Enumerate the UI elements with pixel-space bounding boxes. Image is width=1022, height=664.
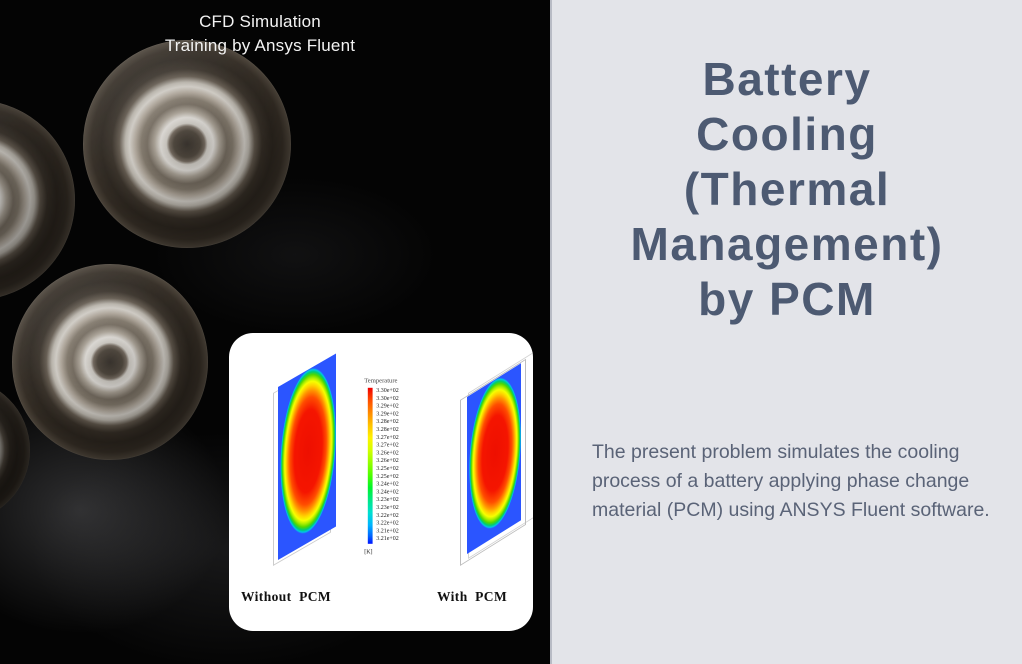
page-title-line: Management): [630, 218, 944, 270]
legend-tick-label: 3.29e+02: [376, 402, 399, 410]
temperature-legend: Temperature 3.30e+02 3.30e+02 3.29e+02 3.29…: [363, 377, 435, 555]
legend-tick-label: 3.28e+02: [376, 426, 399, 433]
info-panel: Battery Cooling (Thermal Management) by PCM …: [550, 0, 1022, 664]
description-line: process of a battery applying phase chan…: [592, 470, 970, 492]
legend-title: Temperature: [364, 377, 398, 385]
legend-tick-label: 3.27e+02: [376, 441, 399, 449]
description-text: The present problem simulates the coolin…: [592, 438, 990, 525]
contour-plot-without-pcm: [278, 353, 336, 560]
description-line: material (PCM) using ANSYS Fluent softwa…: [592, 499, 990, 521]
page-title-line: Battery: [702, 53, 872, 105]
legend-tick-label: 3.22e+02: [376, 512, 399, 519]
legend-tick-label: 3.25e+02: [376, 465, 399, 472]
training-caption: CFD Simulation Training by Ansys Fluent: [140, 10, 380, 58]
battery-top-photo: [83, 40, 291, 248]
legend-tick-label: 3.24e+02: [376, 480, 399, 488]
legend-tick-label: 3.27e+02: [376, 434, 399, 441]
legend-tick-label: 3.30e+02: [376, 387, 399, 394]
legend-tick-label: 3.26e+02: [376, 457, 399, 464]
training-caption-line2: Training by Ansys Fluent: [164, 36, 356, 55]
case-label-without-pcm: Without PCM: [241, 589, 332, 604]
legend-tick-labels: 3.30e+02 3.30e+02 3.29e+02 3.29e+02 3.28e+02…: [376, 387, 399, 544]
legend-tick-label: 3.21e+02: [376, 535, 399, 542]
legend-tick-label: 3.22e+02: [376, 519, 399, 527]
page-title: Battery Cooling (Thermal Management) by PCM: [552, 52, 1022, 327]
training-caption-line1: CFD Simulation: [199, 12, 321, 31]
description-line: The present problem simulates the coolin…: [592, 441, 960, 463]
legend-tick-label: 3.25e+02: [376, 473, 399, 480]
page-title-line: Cooling: [696, 108, 878, 160]
legend-tick-label: 3.24e+02: [376, 488, 399, 496]
battery-photo-panel: CFD Simulation Training by Ansys Fluent …: [0, 10, 533, 664]
battery-top-photo: [0, 100, 75, 300]
legend-tick-label: 3.23e+02: [376, 496, 399, 503]
legend-tick-label: 3.29e+02: [376, 410, 399, 418]
legend-tick-label: 3.21e+02: [376, 527, 399, 535]
legend-colorbar: [367, 387, 373, 544]
page-title-line: (Thermal: [683, 163, 891, 215]
legend-unit: [K]: [364, 548, 373, 556]
case-label-with-pcm: With PCM: [437, 589, 508, 604]
legend-tick-label: 3.26e+02: [376, 449, 399, 457]
cfd-result-card: Temperature 3.30e+02 3.30e+02 3.29e+02 3.29…: [229, 333, 533, 631]
legend-body: 3.30e+02 3.30e+02 3.29e+02 3.29e+02 3.28e+02…: [363, 387, 435, 544]
legend-tick-label: 3.23e+02: [376, 504, 399, 511]
legend-tick-label: 3.28e+02: [376, 418, 399, 425]
battery-top-photo: [12, 264, 208, 460]
page-title-line: by PCM: [698, 273, 876, 325]
legend-tick-label: 3.30e+02: [376, 395, 399, 402]
